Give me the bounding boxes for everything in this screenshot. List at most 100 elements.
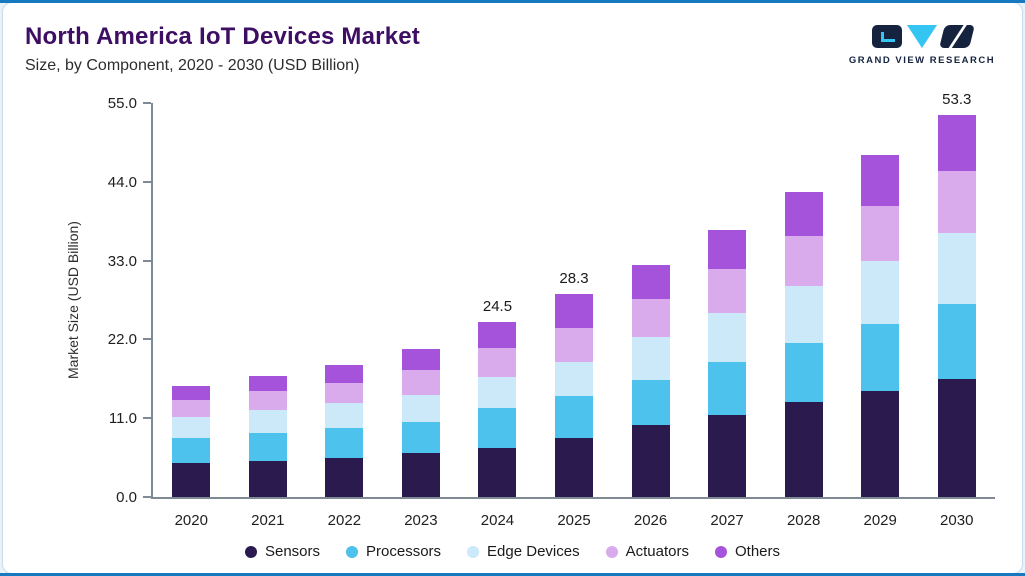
bar-segment-others bbox=[248, 376, 287, 392]
bar-segment-actuators bbox=[172, 399, 211, 417]
legend-swatch-processors bbox=[346, 545, 359, 558]
bar-segment-others bbox=[555, 294, 593, 328]
bar-segment-sensors bbox=[555, 437, 593, 497]
y-tick-label: 22.0 bbox=[107, 331, 137, 349]
legend-item-processors: Processors bbox=[346, 543, 441, 560]
bar-segment-others bbox=[708, 229, 747, 270]
bar-value-label-2024: 24.5 bbox=[482, 297, 513, 315]
logo-square-right-icon bbox=[939, 25, 975, 48]
bar-stack-2024 bbox=[478, 321, 517, 497]
bar-segment-sensors bbox=[478, 447, 517, 497]
bar-segment-edge-devices bbox=[478, 377, 517, 409]
page-title: North America IoT Devices Market bbox=[25, 23, 420, 50]
legend-item-actuators: Actuators bbox=[605, 543, 689, 560]
bar-segment-actuators bbox=[708, 269, 747, 313]
bar-segment-processors bbox=[937, 304, 976, 379]
bar-segment-processors bbox=[708, 362, 747, 415]
bar-segment-edge-devices bbox=[784, 286, 823, 343]
bar-segment-processors bbox=[861, 324, 900, 391]
bar-segment-edge-devices bbox=[401, 394, 440, 422]
bar-segment-actuators bbox=[325, 383, 364, 404]
plot-area: 0.0 11.0 22.0 33.0 44.0 55.0 2020 2021 2022 2023… bbox=[108, 91, 995, 529]
bar-stack-2026 bbox=[631, 264, 670, 497]
bar-segment-edge-devices bbox=[708, 312, 747, 363]
bar-segment-actuators bbox=[248, 391, 287, 411]
legend-swatch-edge-devices bbox=[467, 545, 480, 558]
y-tick-label: 44.0 bbox=[107, 173, 137, 191]
y-tick-label: 33.0 bbox=[107, 252, 137, 270]
logo-square-left-icon bbox=[872, 25, 902, 48]
bar-segment-processors bbox=[631, 380, 670, 426]
bar-segment-processors bbox=[248, 433, 287, 462]
bar-segment-edge-devices bbox=[631, 337, 670, 381]
bar-segment-actuators bbox=[478, 348, 517, 378]
bar-stack-2027 bbox=[708, 229, 747, 497]
x-tick-label-2024: 2024 bbox=[480, 512, 515, 529]
page-subtitle: Size, by Component, 2020 - 2030 (USD Bil… bbox=[25, 57, 360, 74]
bar-segment-processors bbox=[401, 421, 440, 454]
bar-segment-sensors bbox=[325, 457, 364, 497]
y-tick bbox=[143, 338, 151, 341]
bar-segment-processors bbox=[784, 342, 823, 403]
bar-segment-actuators bbox=[784, 236, 823, 287]
bar-segment-processors bbox=[172, 437, 211, 464]
bar-segment-others bbox=[325, 365, 364, 384]
bars-container: 2020 2021 2022 2023 24.5 2024 28.3 2025 2026 2027… bbox=[153, 91, 995, 529]
bar-value-label-2030: 53.3 bbox=[942, 91, 972, 109]
y-tick bbox=[143, 417, 151, 420]
y-tick bbox=[143, 259, 151, 262]
bar-stack-2028 bbox=[784, 191, 823, 497]
logo-icon bbox=[846, 25, 998, 50]
bar-column-2028: 2028 bbox=[765, 103, 842, 529]
bar-segment-edge-devices bbox=[937, 233, 976, 305]
bar-stack-2020 bbox=[172, 385, 211, 497]
bar-segment-actuators bbox=[861, 205, 900, 262]
bar-stack-2022 bbox=[325, 365, 364, 497]
logo-triangle-icon bbox=[907, 25, 937, 48]
bar-segment-edge-devices bbox=[555, 362, 593, 396]
y-tick bbox=[143, 102, 151, 104]
x-tick-label-2029: 2029 bbox=[863, 512, 897, 529]
bar-segment-others bbox=[631, 264, 670, 300]
bar-stack-2023 bbox=[401, 348, 440, 497]
bar-segment-processors bbox=[555, 396, 593, 438]
bar-stack-2025 bbox=[555, 294, 593, 497]
bar-segment-sensors bbox=[784, 402, 823, 497]
y-tick-label: 11.0 bbox=[108, 410, 137, 428]
x-tick-label-2026: 2026 bbox=[633, 512, 668, 529]
legend: Sensors Processors Edge Devices Actuators Ot… bbox=[3, 543, 1022, 560]
y-tick-label: 0.0 bbox=[116, 489, 137, 506]
legend-label-sensors: Sensors bbox=[264, 543, 321, 560]
y-tick-label: 55.0 bbox=[107, 95, 137, 112]
bar-column-2024: 24.5 2024 bbox=[459, 103, 536, 529]
legend-item-edge-devices: Edge Devices bbox=[467, 543, 580, 560]
legend-item-others: Others bbox=[714, 543, 780, 560]
bar-column-2023: 2023 bbox=[383, 103, 460, 529]
bar-segment-others bbox=[861, 155, 900, 206]
x-tick-label-2021: 2021 bbox=[251, 512, 285, 529]
legend-label-others: Others bbox=[734, 543, 780, 560]
header: North America IoT Devices Market Size, b… bbox=[25, 23, 420, 75]
bar-segment-edge-devices bbox=[325, 403, 364, 428]
bar-segment-others bbox=[937, 115, 976, 172]
x-tick-label-2023: 2023 bbox=[404, 512, 438, 529]
bottom-accent-line bbox=[0, 573, 1025, 576]
bar-segment-sensors bbox=[937, 378, 976, 497]
legend-swatch-others bbox=[714, 545, 727, 558]
x-tick-label-2020: 2020 bbox=[174, 512, 208, 529]
bar-column-2025: 28.3 2025 bbox=[536, 103, 613, 529]
legend-swatch-actuators bbox=[605, 545, 618, 558]
x-tick-label-2022: 2022 bbox=[327, 512, 362, 529]
bar-segment-actuators bbox=[555, 327, 593, 363]
top-accent-line bbox=[0, 0, 1025, 3]
bar-segment-actuators bbox=[631, 299, 670, 338]
bar-segment-processors bbox=[325, 427, 364, 458]
y-tick bbox=[143, 180, 151, 183]
legend-swatch-sensors bbox=[244, 545, 257, 558]
bar-column-2020: 2020 bbox=[153, 103, 230, 529]
x-tick-label-2030: 2030 bbox=[940, 512, 974, 529]
bar-value-label-2025: 28.3 bbox=[559, 270, 589, 288]
bar-segment-actuators bbox=[937, 171, 976, 234]
bar-segment-sensors bbox=[172, 463, 211, 497]
